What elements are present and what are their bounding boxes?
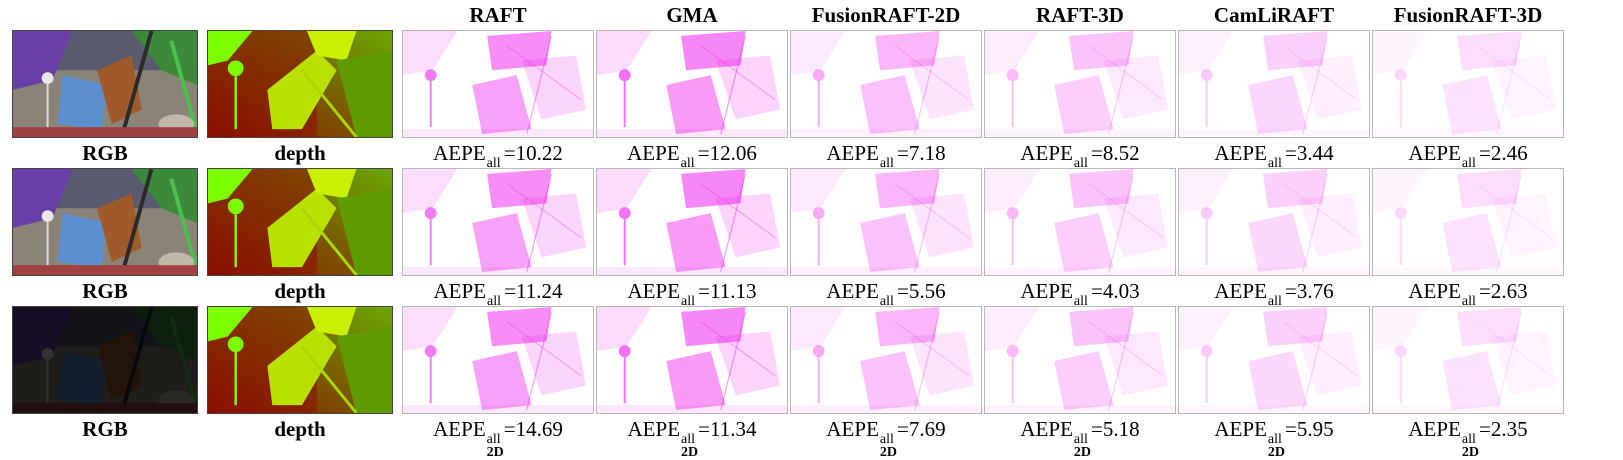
column-header-gma: GMA (666, 3, 718, 27)
metric-value: 14.69 (515, 417, 563, 441)
metric-value: 4.03 (1102, 279, 1140, 303)
metric-value: 12.06 (709, 141, 757, 165)
metric-value: 3.44 (1296, 141, 1334, 165)
metric-label: AEPE all 2D =5.95 (1214, 417, 1334, 460)
rgb-label: RGB (82, 279, 128, 303)
flow-error-map-fusionraft-2d (790, 306, 982, 414)
metric-value: 5.56 (908, 279, 946, 303)
metric-value: 8.52 (1102, 141, 1140, 165)
metric-value: 5.95 (1296, 417, 1334, 441)
depth-image (207, 168, 393, 276)
column-header-raft: RAFT (469, 3, 527, 27)
metric-value: 7.69 (908, 417, 946, 441)
metric-value: 10.22 (515, 141, 563, 165)
metric-label: AEPE all 2D =11.34 (627, 417, 757, 460)
flow-error-map-raft (402, 30, 594, 138)
flow-error-map-fusionraft-3d (1372, 168, 1564, 276)
rgb-image (12, 168, 198, 276)
metric-label: AEPE all 2D =14.69 (433, 417, 563, 460)
flow-error-map-fusionraft-3d (1372, 30, 1564, 138)
metric-value: 2.46 (1490, 141, 1528, 165)
rgb-image (12, 30, 198, 138)
metric-value: 7.18 (908, 141, 946, 165)
depth-label: depth (274, 141, 326, 165)
flow-error-map-raft (402, 168, 594, 276)
flow-error-map-fusionraft-2d (790, 168, 982, 276)
metric-value: 11.34 (709, 417, 757, 441)
depth-image (207, 30, 393, 138)
metric-value: 11.13 (709, 279, 757, 303)
flow-error-map-raft (402, 306, 594, 414)
flow-error-map-gma (596, 30, 788, 138)
column-header-raft-3d: RAFT-3D (1036, 3, 1124, 27)
rgb-label: RGB (82, 141, 128, 165)
flow-error-map-raft-3d (984, 306, 1176, 414)
flow-error-map-gma (596, 306, 788, 414)
metric-label: AEPE all 2D =7.69 (826, 417, 946, 460)
flow-error-map-camliraft (1178, 30, 1370, 138)
column-header-fusionraft-2d: FusionRAFT-2D (811, 3, 961, 27)
flow-error-map-raft-3d (984, 168, 1176, 276)
rgb-label: RGB (82, 417, 128, 441)
column-header-camliraft: CamLiRAFT (1213, 3, 1335, 27)
flow-error-map-raft-3d (984, 30, 1176, 138)
metric-label: AEPE all 2D =5.18 (1020, 417, 1140, 460)
rgb-image-dark (12, 306, 198, 414)
column-header-fusionraft-3d: FusionRAFT-3D (1393, 3, 1543, 27)
depth-image (207, 306, 393, 414)
metric-value: 3.76 (1296, 279, 1334, 303)
flow-error-map-camliraft (1178, 168, 1370, 276)
metric-label: AEPE all 2D =2.35 (1408, 417, 1528, 460)
depth-label: depth (274, 417, 326, 441)
flow-error-map-camliraft (1178, 306, 1370, 414)
flow-error-map-fusionraft-3d (1372, 306, 1564, 414)
figure-row-3: RGB depth AEPE all 2D =14.69 AEPE all 2D =11.3… (0, 306, 1623, 460)
metric-value: 5.18 (1102, 417, 1140, 441)
flow-error-map-gma (596, 168, 788, 276)
depth-label: depth (274, 279, 326, 303)
column-headers: RAFT GMA FusionRAFT-2D RAFT-3D CamLiRAFT… (0, 2, 1623, 28)
flow-error-map-fusionraft-2d (790, 30, 982, 138)
metric-value: 2.35 (1490, 417, 1528, 441)
metric-value: 2.63 (1490, 279, 1528, 303)
metric-value: 11.24 (515, 279, 563, 303)
